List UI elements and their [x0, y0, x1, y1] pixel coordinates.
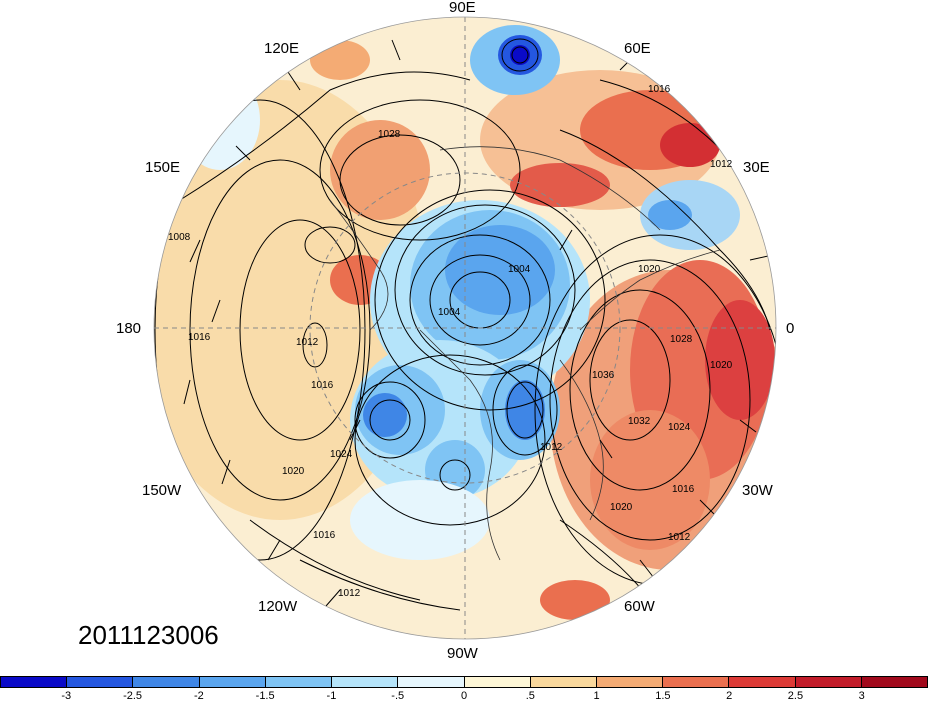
colorbar-swatch [464, 676, 531, 688]
colorbar-tick-label: -.5 [391, 690, 405, 702]
colorbar-swatch [199, 676, 266, 688]
colorbar-tick-label: -3 [61, 690, 72, 702]
contour-label: 1016 [188, 332, 211, 343]
lon-label-150e: 150E [145, 159, 181, 176]
colorbar-swatch [663, 676, 730, 688]
colorbar-swatch [332, 676, 399, 688]
lon-label-60e: 60E [624, 40, 651, 57]
lon-label-120w: 120W [258, 598, 298, 615]
contour-label: 1028 [378, 129, 401, 140]
contour-label: 1024 [330, 449, 353, 460]
colorbar-tick-label: 0 [460, 690, 468, 702]
colorbar-tick-label: -2.5 [123, 690, 143, 702]
colorbar-swatch [795, 676, 862, 688]
colorbar-tick-label: 1.5 [655, 690, 671, 702]
contour-label: 1020 [710, 360, 733, 371]
colorbar [0, 676, 928, 688]
contour-label: 1020 [282, 466, 305, 477]
colorbar-tick-label: 1 [593, 690, 600, 702]
colorbar-tick-label: .5 [525, 690, 535, 702]
wind-barbs [183, 39, 769, 607]
lon-label-0: 0 [786, 320, 795, 337]
lon-label-90e: 90E [449, 0, 476, 16]
colorbar-tick-label: 3 [858, 690, 865, 702]
contour-label: 1012 [710, 159, 733, 170]
contour-label-group: 1016 1012 1028 1020 1008 1004 1012 1016 … [168, 84, 733, 599]
colorbar-swatch [729, 676, 796, 688]
contour-label: 1008 [168, 232, 191, 243]
timestamp-label: 2011123006 [78, 620, 219, 650]
contour-label: 1036 [592, 370, 615, 381]
colorbar-swatch [530, 676, 597, 688]
lon-label-30w: 30W [742, 482, 773, 499]
contour-label: 1004 [438, 307, 461, 318]
contour-label: 1012 [296, 337, 319, 348]
contour-label: 1032 [628, 416, 651, 427]
colorbar-tick-label: 2.5 [787, 690, 804, 702]
graticule [154, 17, 776, 639]
contour-label: 1016 [672, 484, 695, 495]
polar-map: 1016 1012 1028 1020 1008 1004 1012 1016 … [153, 16, 777, 640]
colorbar-swatch [67, 676, 134, 688]
anomaly-field [154, 17, 776, 639]
lon-label-120e: 120E [264, 40, 300, 57]
contour-label: 1012 [668, 532, 691, 543]
contour-label: 1016 [313, 530, 336, 541]
colorbar-swatch [0, 676, 68, 688]
contour-label: 1016 [648, 84, 671, 95]
contour-label: 1028 [670, 334, 693, 345]
colorbar-tick-label: -1.5 [255, 690, 275, 702]
colorbar-tick-label: 2 [726, 690, 733, 702]
contour-label: 1020 [610, 502, 633, 513]
colorbar-swatch [398, 676, 465, 688]
colorbar-swatch [265, 676, 333, 688]
lon-label-30e: 30E [743, 159, 770, 176]
lon-label-150w: 150W [142, 482, 182, 499]
colorbar-tick-label: -1 [326, 690, 337, 702]
contour-label: 1020 [638, 264, 661, 275]
lon-label-180: 180 [116, 320, 142, 337]
colorbar-swatch [133, 676, 200, 688]
colorbar-tick-label: -2 [193, 690, 204, 702]
contour-label: 1012 [338, 588, 361, 599]
contour-label: 1016 [311, 380, 334, 391]
colorbar-swatch [596, 676, 664, 688]
contour-label: 1024 [668, 422, 691, 433]
colorbar-swatch [861, 676, 928, 688]
lon-label-60w: 60W [624, 598, 655, 615]
contour-label: 1004 [508, 264, 531, 275]
lon-label-90w: 90W [447, 645, 478, 662]
contour-label: 1012 [540, 442, 563, 453]
